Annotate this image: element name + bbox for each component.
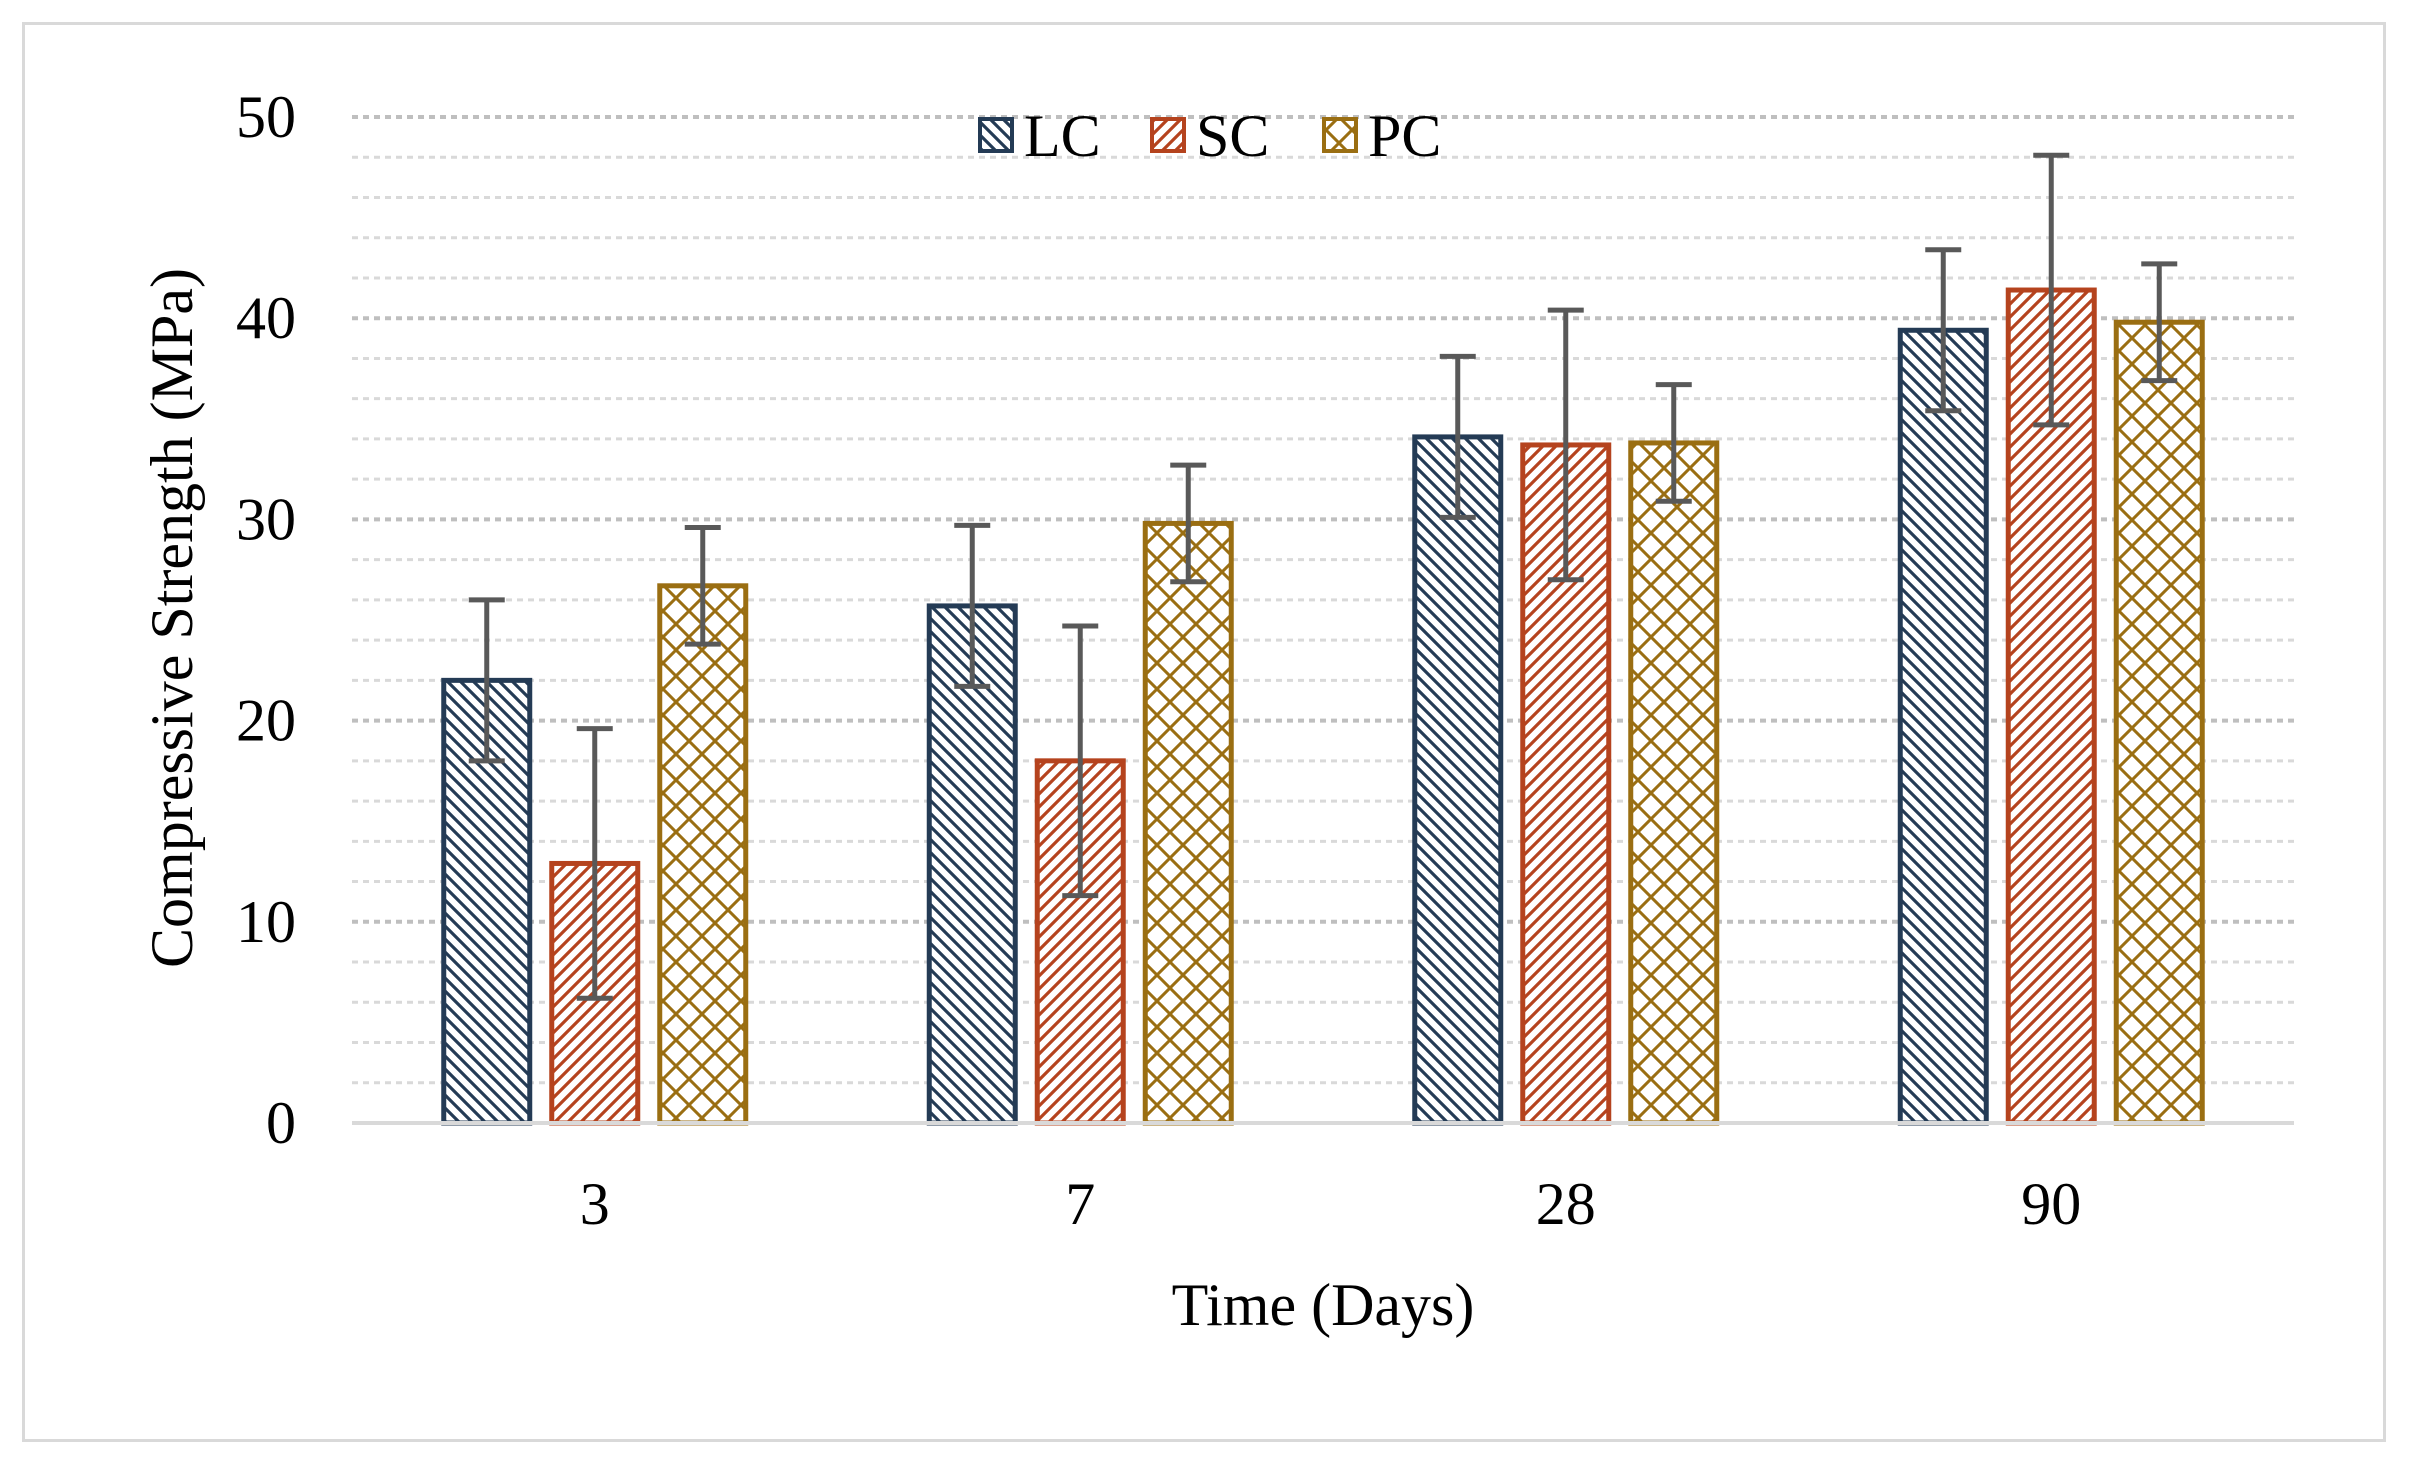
x-tick-label: 3	[580, 1171, 610, 1237]
legend-label: LC	[1024, 103, 1101, 169]
error-bar-lc-3	[468, 597, 505, 764]
bar-lc-28	[1412, 434, 1504, 1126]
error-bar-pc-90	[2141, 261, 2178, 384]
gridlines	[352, 115, 2294, 1085]
legend-item-lc: LC	[978, 103, 1101, 169]
legend-swatch	[1150, 117, 1186, 153]
y-tick-label: 50	[236, 84, 296, 150]
error-bar-sc-3	[576, 726, 613, 1001]
bar-sc-90	[2005, 287, 2097, 1126]
legend-swatch	[978, 117, 1014, 153]
bar-pc-3	[657, 583, 749, 1126]
y-tick-label: 40	[236, 285, 296, 351]
x-axis-ticks: 3 7 28 90	[580, 1171, 2082, 1237]
y-tick-label: 20	[236, 688, 296, 754]
error-bar-pc-28	[1655, 382, 1692, 504]
legend: LC SC PC	[978, 103, 1441, 169]
y-tick-label: 0	[266, 1090, 296, 1156]
y-axis-title: Compressive Strength (MPa)	[139, 268, 205, 968]
y-tick-label: 10	[236, 889, 296, 955]
y-tick-label: 30	[236, 486, 296, 552]
error-bar-sc-28	[1547, 307, 1584, 583]
error-bar-lc-28	[1439, 353, 1476, 520]
x-tick-label: 28	[1536, 1171, 1596, 1237]
error-bar-sc-7	[1062, 623, 1099, 899]
legend-label: PC	[1368, 103, 1441, 169]
error-bar-pc-7	[1170, 462, 1207, 585]
error-bar-lc-90	[1925, 247, 1962, 414]
x-axis-title: Time (Days)	[1172, 1272, 1475, 1338]
bar-pc-7	[1142, 520, 1234, 1126]
legend-label: SC	[1196, 103, 1269, 169]
error-bar-lc-7	[954, 522, 991, 689]
legend-item-sc: SC	[1150, 103, 1269, 169]
x-tick-label: 90	[2021, 1171, 2081, 1237]
error-bar-pc-3	[684, 524, 721, 647]
error-bars	[468, 152, 2178, 1001]
bar-lc-90	[1897, 327, 1989, 1126]
x-tick-label: 7	[1065, 1171, 1095, 1237]
error-bar-sc-90	[2033, 152, 2070, 428]
bars	[441, 287, 2205, 1126]
legend-swatch	[1322, 117, 1358, 153]
bar-pc-28	[1628, 440, 1720, 1126]
bar-pc-90	[2113, 319, 2205, 1126]
legend-item-pc: PC	[1322, 103, 1441, 169]
y-axis-ticks: 0 10 20 30 40 50	[236, 84, 296, 1156]
